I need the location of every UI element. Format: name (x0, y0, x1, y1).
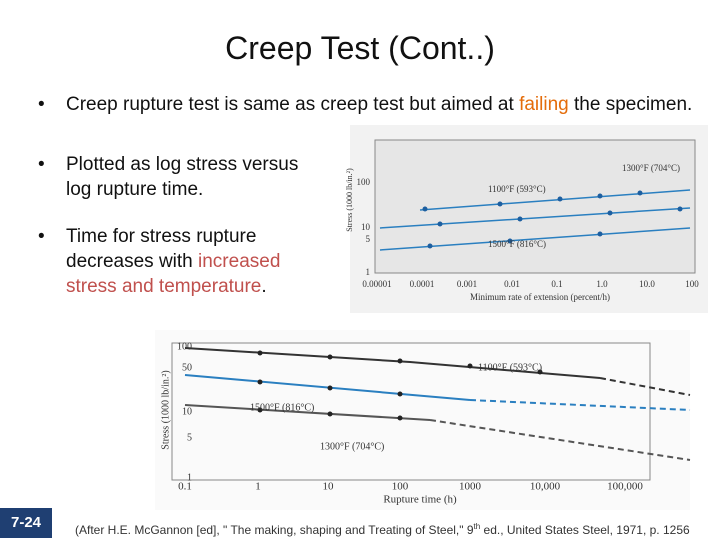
curve-label: 1500°F (816°C) (250, 402, 314, 413)
curve-label: 1100°F (593°C) (478, 362, 542, 373)
citation: (After H.E. McGannon [ed], " The making,… (75, 522, 690, 537)
x-tick-label: 0.01 (504, 279, 520, 289)
bullet-text: increased stress and temperature (66, 251, 281, 297)
citation-text: ed., United States Steel, 1971, p. 1256 (480, 523, 690, 537)
x-tick-label: 0.001 (457, 279, 477, 289)
y-tick-label: 1 (187, 472, 192, 483)
bullet-text: . (261, 276, 267, 297)
x-tick-label: 0.0001 (410, 279, 435, 289)
citation-superscript: th (473, 522, 481, 531)
curve-label: 1300°F (704°C) (622, 163, 680, 173)
curve (419, 189, 691, 211)
x-tick-label: 10.0 (639, 279, 655, 289)
x-tick-label: 100 (392, 481, 409, 493)
bullet: Creep rupture test is same as creep test… (38, 92, 696, 117)
y-tick-label: 1 (366, 267, 371, 277)
y-tick-label: 50 (182, 362, 192, 373)
points (422, 190, 683, 249)
curve-label: 1500°F (816°C) (488, 239, 546, 249)
bullet: Time for stress rupture decreases with i… (38, 224, 328, 299)
bullet-text: failing (519, 94, 569, 115)
y-tick-label: 5 (366, 234, 371, 244)
y-tick-label: 10 (361, 222, 371, 232)
x-tick-label: 0.1 (178, 481, 192, 493)
curve-label: 1100°F (593°C) (488, 184, 546, 194)
x-tick-label: 10,000 (530, 481, 561, 493)
y-tick-label: 10 (182, 406, 192, 417)
y-axis-label: Stress (1000 lb/in.²) (345, 168, 354, 232)
x-axis-label: Minimum rate of extension (percent/h) (470, 292, 610, 302)
slide-number: 7-24 (0, 508, 52, 538)
curve (469, 399, 691, 411)
curve (379, 207, 691, 229)
y-tick-label: 100 (177, 341, 192, 352)
curve (599, 377, 691, 396)
x-axis-label: Rupture time (h) (383, 494, 457, 506)
bullet-text: Creep rupture test is same as creep test… (66, 94, 520, 115)
plot-area (374, 139, 696, 274)
curve (184, 374, 471, 401)
x-tick-label: 1000 (459, 481, 482, 493)
plot-area (171, 342, 651, 481)
curve (184, 404, 431, 421)
x-tick-label: 100 (685, 279, 699, 289)
y-tick-label: 5 (187, 432, 192, 443)
bullet: Plotted as log stress versus log rupture… (38, 152, 316, 202)
y-tick-label: 100 (357, 177, 371, 187)
x-tick-label: 10 (323, 481, 335, 493)
bullet-text: Time for stress rupture decreases with (66, 226, 257, 272)
points (257, 350, 543, 421)
x-tick-label: 0.1 (551, 279, 562, 289)
curve-label: 1300°F (704°C) (320, 441, 384, 452)
y-axis-label: Stress (1000 lb/in.²) (160, 370, 171, 449)
x-tick-label: 1 (255, 481, 261, 493)
x-tick-label: 100,000 (607, 481, 643, 493)
slide-title: Creep Test (Cont..) (225, 30, 495, 66)
curve (429, 419, 691, 461)
bullet-text: Plotted as log stress versus log rupture… (66, 154, 299, 200)
x-tick-label: 1.0 (596, 279, 608, 289)
x-tick-label: 0.00001 (362, 279, 391, 289)
bullet-text: the specimen. (568, 94, 693, 115)
citation-text: (After H.E. McGannon [ed], " The making,… (75, 523, 474, 537)
